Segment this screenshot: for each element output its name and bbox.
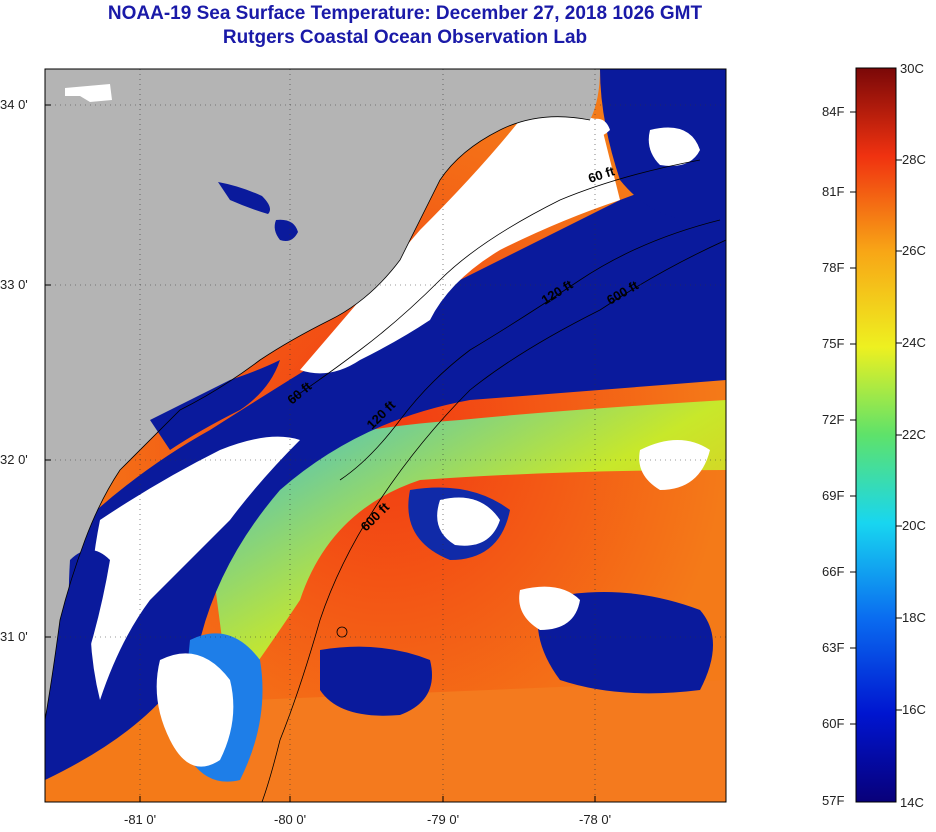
colorbar-label-c: 24C bbox=[902, 335, 926, 350]
longitude-label: -78 0' bbox=[579, 812, 612, 827]
coastal-marsh-2 bbox=[68, 550, 110, 680]
colorbar-label-c: 28C bbox=[902, 152, 926, 167]
cloud-offshore-2 bbox=[519, 586, 580, 630]
colorbar-label-f: 63F bbox=[822, 640, 845, 655]
contour-60ft bbox=[289, 159, 701, 401]
map-title: NOAA-19 Sea Surface Temperature: Decembe… bbox=[107, 3, 703, 24]
axis-ticks bbox=[45, 104, 596, 802]
map-frame bbox=[44, 68, 727, 803]
colorbar-label-f: 81F bbox=[822, 184, 845, 199]
longitude-label: -80 0' bbox=[274, 812, 307, 827]
thermal-front bbox=[200, 400, 726, 700]
longitude-label: -79 0' bbox=[427, 812, 460, 827]
colorbar-label-f: 66F bbox=[822, 564, 845, 579]
colorbar-label-f: 75F bbox=[822, 336, 845, 351]
colorbar-label-f: 57F bbox=[822, 793, 845, 808]
latitude-label: 32 0' bbox=[0, 452, 28, 467]
colorbar-ticks bbox=[850, 111, 902, 725]
cold-patch-east bbox=[537, 592, 713, 694]
colorbar-label-f: 84F bbox=[822, 104, 845, 119]
colorbar bbox=[855, 67, 897, 803]
colorbar-label-c: 22C bbox=[902, 427, 926, 442]
colorbar-label-c: 14C bbox=[900, 795, 924, 810]
colorbar-label-c: 26C bbox=[902, 243, 926, 258]
map-graticule bbox=[45, 69, 726, 802]
cloud-southwest bbox=[156, 653, 234, 767]
latitude-label: 33 0' bbox=[0, 277, 28, 292]
colorbar-label-f: 78F bbox=[822, 260, 845, 275]
contour-600ft bbox=[261, 239, 726, 802]
latitude-label: 31 0' bbox=[0, 629, 28, 644]
longitude-label: -81 0' bbox=[124, 812, 157, 827]
seamount-contour bbox=[336, 626, 348, 638]
inland-lake-2 bbox=[274, 219, 298, 241]
cloud-offshore-1 bbox=[437, 497, 500, 546]
inland-lake-1 bbox=[218, 182, 270, 214]
cloud-ne-2 bbox=[590, 118, 610, 137]
cloud-ne-1 bbox=[648, 127, 700, 166]
cloud-over-land bbox=[65, 84, 112, 102]
colorbar-label-f: 69F bbox=[822, 488, 845, 503]
cold-coastal-water bbox=[45, 160, 726, 780]
colorbar-label-c: 16C bbox=[902, 702, 926, 717]
map-subtitle: Rutgers Coastal Ocean Observation Lab bbox=[222, 27, 588, 48]
colorbar-label-c: 30C bbox=[900, 61, 924, 76]
latitude-label: 34 0' bbox=[0, 97, 28, 112]
colorbar-label-c: 20C bbox=[902, 518, 926, 533]
coastal-marsh bbox=[150, 360, 280, 450]
colorbar-label-f: 60F bbox=[822, 716, 845, 731]
cloud-offshore-3 bbox=[639, 440, 710, 490]
colorbar-label-f: 72F bbox=[822, 412, 845, 427]
cloud-south-shelf bbox=[90, 436, 300, 700]
land-mass bbox=[45, 69, 600, 720]
colorbar-label-c: 18C bbox=[902, 610, 926, 625]
contour-120ft bbox=[339, 219, 721, 481]
cold-patch-mid bbox=[320, 646, 432, 716]
warm-water-south bbox=[250, 680, 726, 802]
cloud-coastal bbox=[300, 115, 620, 374]
coastline bbox=[45, 116, 591, 721]
